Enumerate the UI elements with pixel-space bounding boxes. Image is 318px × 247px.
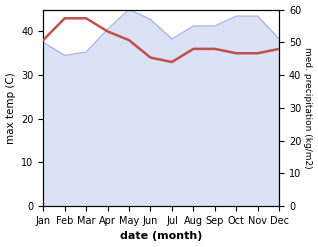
Y-axis label: max temp (C): max temp (C) [5,72,16,144]
X-axis label: date (month): date (month) [120,231,203,242]
Y-axis label: med. precipitation (kg/m2): med. precipitation (kg/m2) [303,47,313,169]
